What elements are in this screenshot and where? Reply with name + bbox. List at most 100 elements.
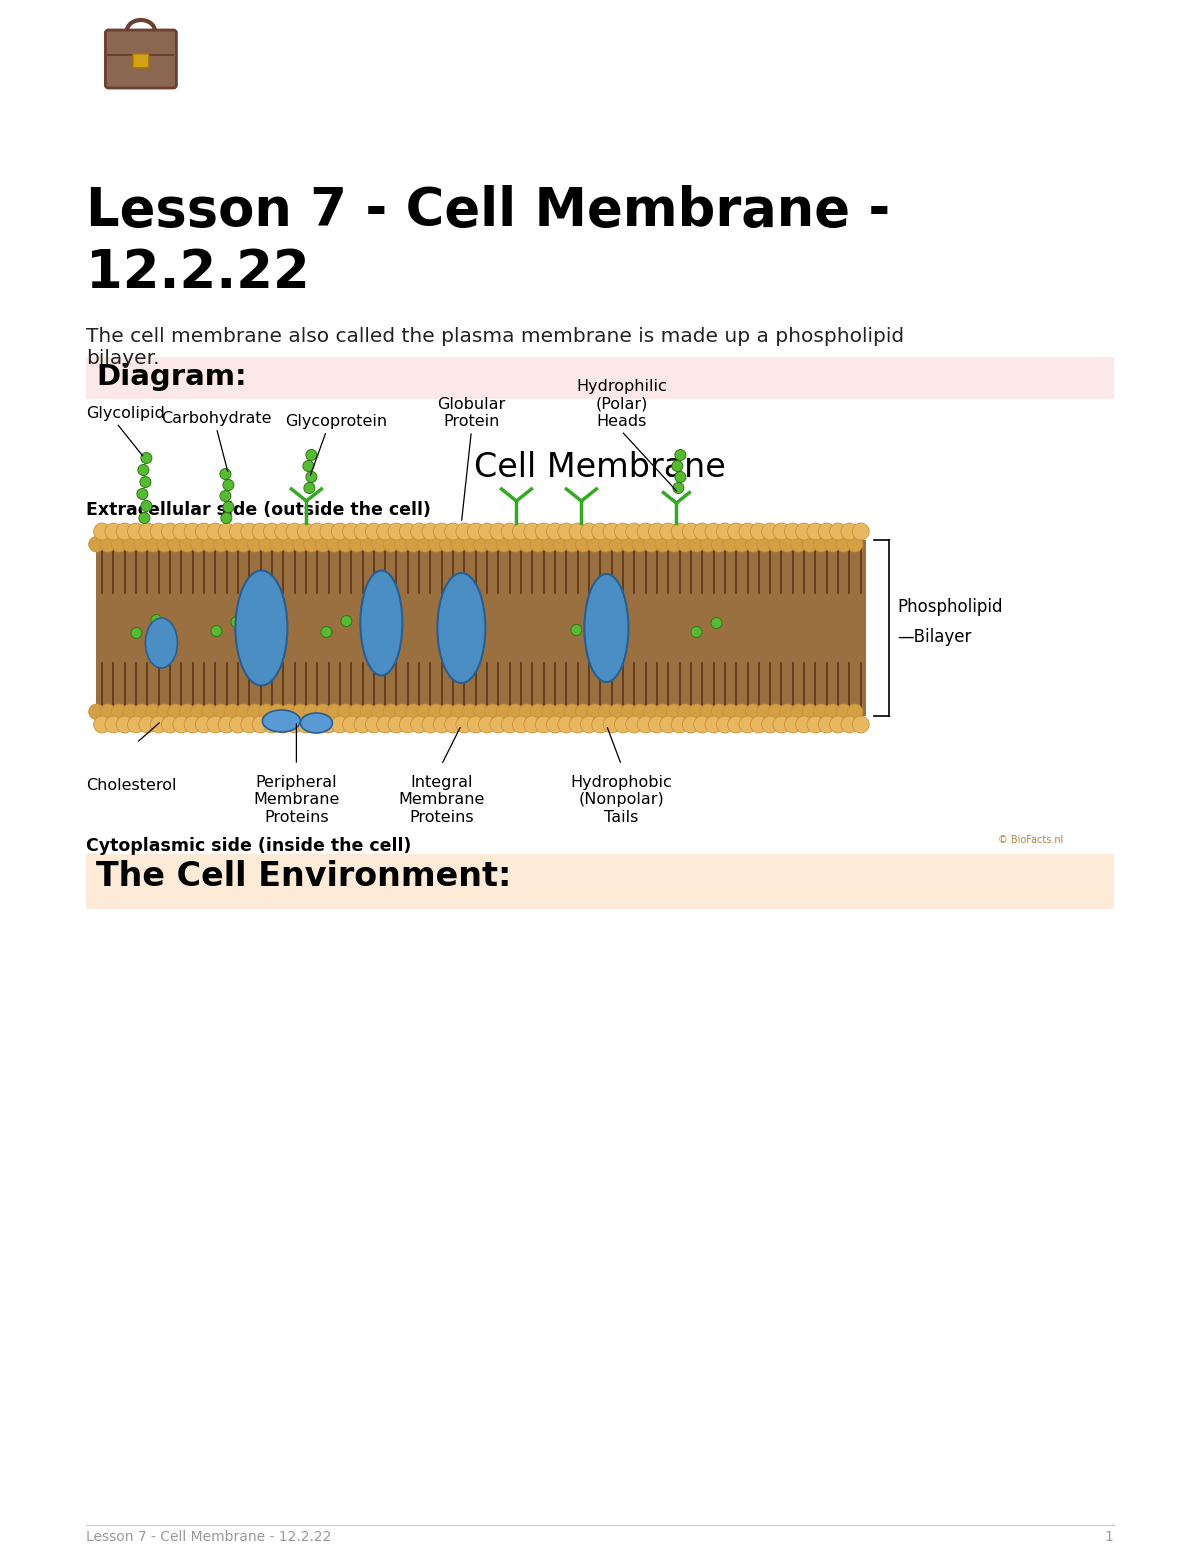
Circle shape [304,483,314,494]
Circle shape [762,716,779,733]
Circle shape [241,716,258,733]
Circle shape [535,716,552,733]
Circle shape [768,704,784,719]
Circle shape [388,716,404,733]
Circle shape [206,716,223,733]
Circle shape [383,536,398,551]
Circle shape [127,523,144,540]
Circle shape [620,536,636,551]
Circle shape [223,480,234,491]
Circle shape [824,704,840,719]
Circle shape [140,500,152,511]
Circle shape [678,536,694,551]
Circle shape [456,716,473,733]
Circle shape [632,536,648,551]
Circle shape [196,716,212,733]
Circle shape [497,704,512,719]
Ellipse shape [263,710,300,731]
Circle shape [395,704,410,719]
Circle shape [377,523,394,540]
Circle shape [191,536,206,551]
Circle shape [706,523,722,540]
Circle shape [156,536,172,551]
Text: Cholesterol: Cholesterol [86,778,176,794]
Circle shape [247,536,263,551]
Circle shape [281,536,296,551]
Bar [86,357,1114,399]
Circle shape [410,716,427,733]
Circle shape [337,704,353,719]
Circle shape [637,523,654,540]
Circle shape [722,536,738,551]
Circle shape [235,704,252,719]
Circle shape [184,716,202,733]
Circle shape [140,477,151,488]
Circle shape [302,461,314,472]
Circle shape [745,704,761,719]
Circle shape [104,716,122,733]
Circle shape [806,523,824,540]
Circle shape [587,536,602,551]
Text: Phospholipid: Phospholipid [898,598,1003,617]
Circle shape [467,716,485,733]
Circle shape [814,704,829,719]
Circle shape [444,523,462,540]
Circle shape [535,523,552,540]
Circle shape [343,523,360,540]
Circle shape [474,704,490,719]
Text: 1: 1 [1105,1530,1114,1544]
Circle shape [89,704,104,719]
Circle shape [428,536,444,551]
Circle shape [293,536,308,551]
Circle shape [440,626,452,637]
Circle shape [304,536,319,551]
Text: Diagram:: Diagram: [96,363,247,391]
Circle shape [179,536,194,551]
Circle shape [604,716,620,733]
Circle shape [485,536,500,551]
Circle shape [433,523,450,540]
Circle shape [224,536,240,551]
Circle shape [439,536,455,551]
Circle shape [202,536,217,551]
Circle shape [349,704,365,719]
Circle shape [360,704,376,719]
Circle shape [467,523,485,540]
Circle shape [461,618,472,629]
Circle shape [508,536,523,551]
Circle shape [354,523,371,540]
Circle shape [134,704,150,719]
Circle shape [637,716,654,733]
Circle shape [400,716,416,733]
Bar [96,540,866,716]
Circle shape [316,704,331,719]
Circle shape [202,704,217,719]
Circle shape [655,704,671,719]
Circle shape [569,523,586,540]
Circle shape [757,536,773,551]
Circle shape [229,523,246,540]
Circle shape [576,704,592,719]
Text: © BioFacts.nl: © BioFacts.nl [998,836,1063,845]
Circle shape [785,523,802,540]
Circle shape [847,704,863,719]
Circle shape [734,536,750,551]
Circle shape [779,704,794,719]
Circle shape [131,627,142,638]
Circle shape [689,704,704,719]
Circle shape [229,716,246,733]
Circle shape [773,716,790,733]
Circle shape [700,704,715,719]
Circle shape [512,716,529,733]
Circle shape [281,704,296,719]
Circle shape [162,523,179,540]
Circle shape [546,716,564,733]
Circle shape [220,469,230,480]
Circle shape [490,716,506,733]
Circle shape [112,704,127,719]
Circle shape [564,704,580,719]
Circle shape [112,536,127,551]
Circle shape [354,716,371,733]
Text: Cell Membrane: Cell Membrane [474,450,726,485]
Circle shape [614,523,631,540]
